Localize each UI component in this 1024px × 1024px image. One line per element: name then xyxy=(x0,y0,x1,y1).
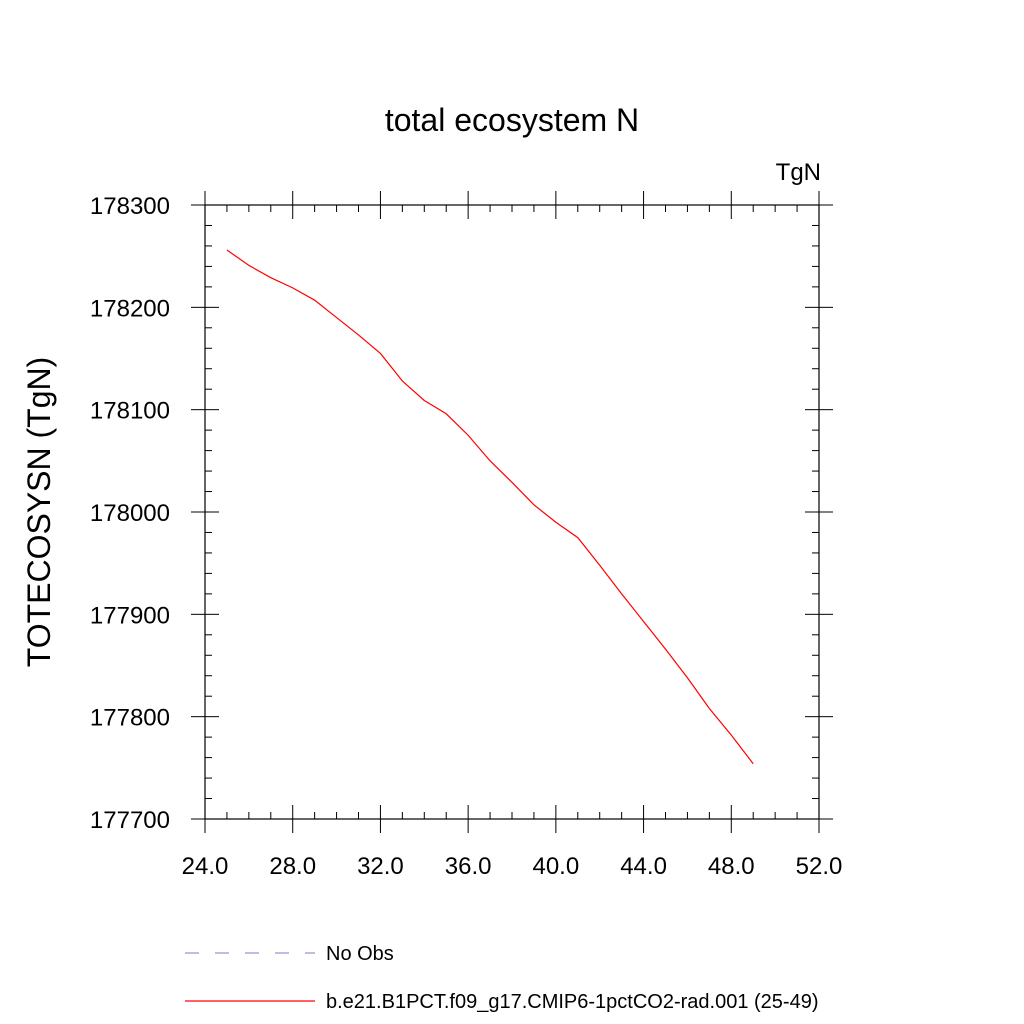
y-tick-label: 178000 xyxy=(90,500,170,527)
y-tick-label: 178100 xyxy=(90,398,170,425)
y-tick-label: 177900 xyxy=(90,602,170,629)
y-tick-label: 177800 xyxy=(90,705,170,732)
y-tick-labels: 177700 177800 177900 178000 178100 178200 1783… xyxy=(90,193,170,834)
x-tick-label: 24.0 xyxy=(182,853,229,880)
x-tick-labels: 24.0 28.0 32.0 36.0 40.0 44.0 48.0 52.0 xyxy=(182,853,843,880)
x-tick-label: 40.0 xyxy=(532,853,579,880)
y-tick-label: 178300 xyxy=(90,193,170,220)
x-tick-label: 28.0 xyxy=(269,853,316,880)
legend-label: b.e21.B1PCT.f09_g17.CMIP6-1pctCO2-rad.00… xyxy=(326,991,819,1013)
units-label: TgN xyxy=(776,159,821,186)
axis-ticks xyxy=(191,191,833,833)
series-line xyxy=(226,249,754,765)
x-tick-label: 32.0 xyxy=(357,853,404,880)
plot-frame xyxy=(204,204,820,820)
y-axis-label: TOTECOSYSN (TgN) xyxy=(21,357,57,668)
legend-label: No Obs xyxy=(326,943,394,965)
series-layer xyxy=(226,249,754,765)
chart-title: total ecosystem N xyxy=(385,102,639,138)
x-tick-label: 48.0 xyxy=(708,853,755,880)
x-tick-label: 36.0 xyxy=(445,853,492,880)
y-tick-label: 178200 xyxy=(90,295,170,322)
legend: No Obs b.e21.B1PCT.f09_g17.CMIP6-1pctCO2-… xyxy=(185,943,819,1013)
x-tick-label: 52.0 xyxy=(796,853,843,880)
y-tick-label: 177700 xyxy=(90,807,170,834)
x-tick-label: 44.0 xyxy=(620,853,667,880)
